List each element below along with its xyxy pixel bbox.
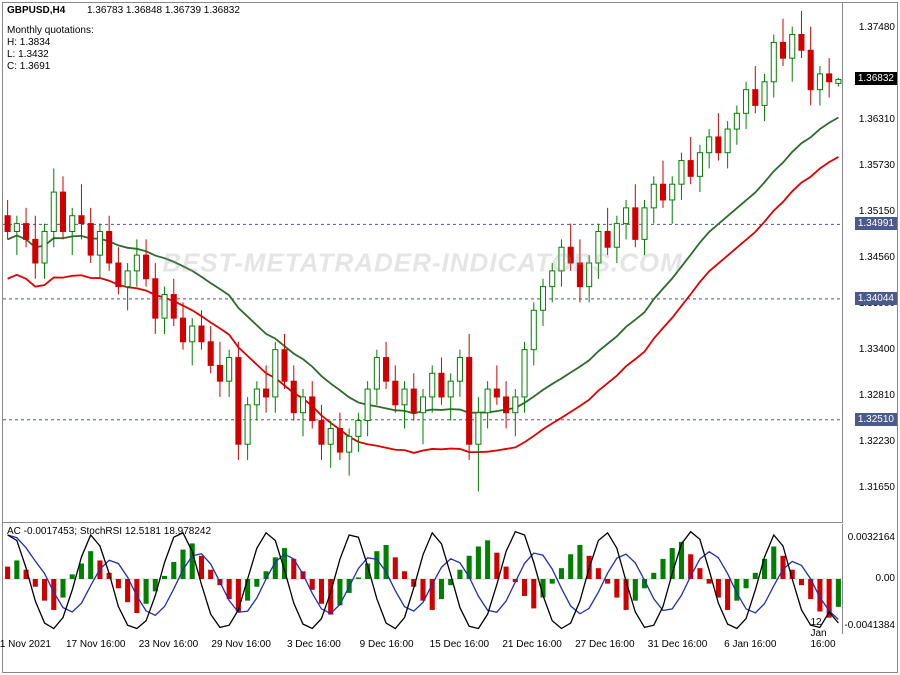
- y-axis-indicator: 0.0032164 0.00 -0.0041384: [841, 524, 897, 634]
- main-chart[interactable]: GBPUSD,H4 1.36783 1.36848 1.36739 1.3683…: [3, 3, 843, 523]
- monthly-title: Monthly quotations:: [7, 25, 94, 36]
- x-tick-label: 31 Dec 16:00: [648, 639, 708, 650]
- x-tick-label: 9 Dec 16:00: [360, 639, 414, 650]
- y-tick-label: 1.36310: [859, 114, 895, 125]
- x-tick-label: 3 Dec 16:00: [287, 639, 341, 650]
- y-axis-main: 1.37480 1.36832 1.36310 1.35730 1.35150 1.345…: [841, 3, 897, 523]
- level-badge: 1.32510: [855, 413, 897, 426]
- current-price-badge: 1.36832: [855, 72, 897, 85]
- monthly-high: H: 1.3834: [7, 37, 50, 48]
- y-tick-label: 1.37480: [859, 22, 895, 33]
- y-tick-label: 1.34560: [859, 252, 895, 263]
- indicator-y-label: 0.0032164: [848, 532, 895, 543]
- x-tick-label: 17 Nov 16:00: [66, 639, 126, 650]
- x-tick-label: 27 Dec 16:00: [575, 639, 635, 650]
- monthly-close: C: 1.3691: [7, 61, 50, 72]
- x-tick-label: 11 Nov 2021: [0, 639, 51, 650]
- chart-container: GBPUSD,H4 1.36783 1.36848 1.36739 1.3683…: [2, 2, 898, 673]
- y-tick-label: 1.32230: [859, 436, 895, 447]
- monthly-low: L: 1.3432: [7, 49, 49, 60]
- symbol-timeframe: GBPUSD,H4: [7, 5, 65, 16]
- y-tick-label: 1.31650: [859, 482, 895, 493]
- y-tick-label: 1.35730: [859, 160, 895, 171]
- y-tick-label: 1.35150: [859, 206, 895, 217]
- y-tick-label: 1.32810: [859, 390, 895, 401]
- indicator-y-label: -0.0041384: [844, 620, 895, 631]
- level-badge: 1.34991: [855, 217, 897, 230]
- ohlc-text: 1.36783 1.36848 1.36739 1.36832: [87, 5, 240, 16]
- x-axis: 11 Nov 2021 17 Nov 16:00 23 Nov 16:00 29 No…: [3, 632, 843, 672]
- level-badge: 1.34044: [855, 292, 897, 305]
- x-tick-label: 29 Nov 16:00: [211, 639, 271, 650]
- y-tick-label: 1.33400: [859, 344, 895, 355]
- indicator-svg: [3, 524, 843, 634]
- indicator-chart[interactable]: AC -0.0017453; StochRSI 12.5181 18.97824…: [3, 524, 843, 634]
- indicator-header: AC -0.0017453; StochRSI 12.5181 18.97824…: [7, 526, 211, 537]
- indicator-y-label: 0.00: [876, 573, 895, 584]
- x-tick-label: 6 Jan 16:00: [724, 639, 776, 650]
- x-tick-label: 15 Dec 16:00: [430, 639, 490, 650]
- x-tick-label: 12 Jan 16:00: [810, 617, 835, 650]
- x-tick-label: 23 Nov 16:00: [139, 639, 199, 650]
- watermark-text: BEST-METATRADER-INDICATORS.COM: [162, 247, 683, 278]
- x-tick-label: 21 Dec 16:00: [502, 639, 562, 650]
